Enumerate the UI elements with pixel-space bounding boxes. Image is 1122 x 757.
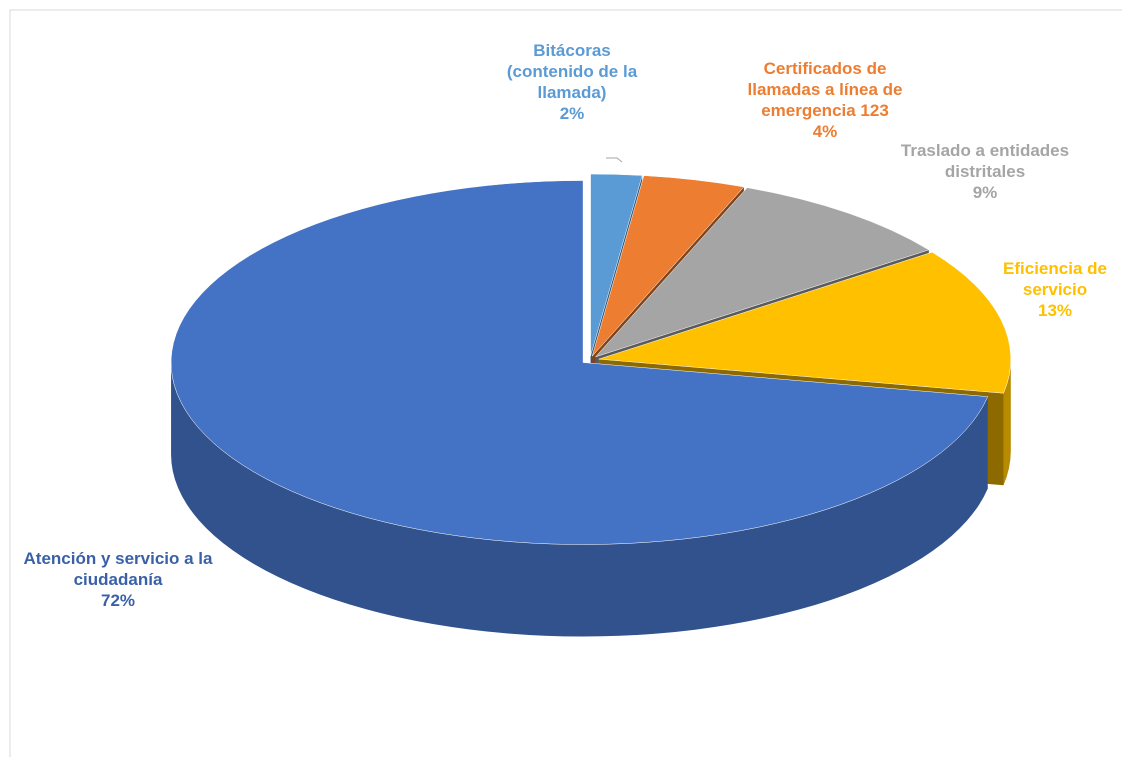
slice (590, 173, 643, 357)
slice-label: Eficiencia de servicio 13% (990, 258, 1120, 321)
slice-value: 9% (972, 183, 998, 202)
leader-line (606, 157, 623, 163)
slice (594, 187, 930, 358)
chart-border (9, 9, 1122, 757)
slice-value: 13% (1037, 301, 1073, 320)
slice-name: Bitácoras (contenido de la llamada) (506, 41, 638, 102)
slice-name: Eficiencia de servicio (1003, 259, 1107, 299)
slice-name: Certificados de llamadas a línea de emer… (747, 59, 903, 120)
slice-value: 72% (100, 591, 136, 610)
slice-value: 4% (812, 122, 838, 141)
slice (170, 180, 989, 545)
slice-value: 2% (559, 104, 585, 123)
slice-side (1003, 359, 1011, 486)
slice-name: Atención y servicio a la ciudadanía (23, 549, 213, 589)
slice-label: Certificados de llamadas a línea de emer… (730, 58, 920, 142)
slice-label: Traslado a entidades distritales 9% (885, 140, 1085, 203)
slice (598, 251, 1011, 394)
slice (591, 175, 745, 357)
slice-label: Bitácoras (contenido de la llamada) 2% (492, 40, 652, 124)
slice-name: Traslado a entidades distritales (900, 141, 1070, 181)
slice-side (171, 362, 988, 637)
slice-label: Atención y servicio a la ciudadanía 72% (18, 548, 218, 611)
